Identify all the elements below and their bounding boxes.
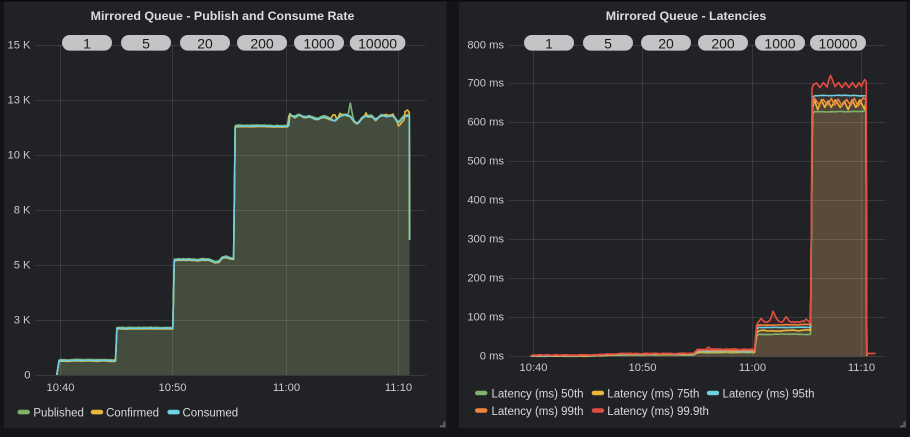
svg-text:500 ms: 500 ms (467, 156, 504, 168)
svg-text:300 ms: 300 ms (467, 234, 504, 246)
svg-text:0: 0 (24, 370, 30, 382)
svg-text:10:40: 10:40 (47, 382, 75, 394)
svg-text:3 K: 3 K (14, 315, 31, 327)
svg-text:800 ms: 800 ms (467, 40, 504, 52)
svg-text:11:10: 11:10 (848, 362, 875, 374)
svg-text:10:40: 10:40 (520, 362, 548, 374)
svg-text:Latency (ms) 50th: Latency (ms) 50th (492, 389, 584, 401)
svg-text:15 K: 15 K (7, 40, 31, 52)
svg-text:100 ms: 100 ms (467, 312, 504, 324)
svg-text:1: 1 (83, 36, 91, 52)
svg-text:1000: 1000 (303, 36, 334, 52)
svg-text:20: 20 (658, 36, 674, 52)
svg-text:Published: Published (33, 408, 84, 420)
svg-text:Mirrored Queue - Publish and C: Mirrored Queue - Publish and Consume Rat… (91, 9, 355, 23)
svg-text:11:10: 11:10 (385, 382, 412, 394)
svg-text:Consumed: Consumed (183, 408, 239, 420)
svg-text:10000: 10000 (358, 36, 397, 52)
svg-text:20: 20 (197, 36, 213, 52)
svg-text:11:00: 11:00 (273, 382, 300, 394)
svg-text:5: 5 (604, 36, 612, 52)
svg-text:Mirrored Queue - Latencies: Mirrored Queue - Latencies (606, 9, 767, 23)
svg-text:600 ms: 600 ms (467, 117, 504, 129)
svg-text:0 ms: 0 ms (480, 351, 505, 363)
svg-text:Latency (ms) 99.9th: Latency (ms) 99.9th (607, 406, 709, 418)
svg-text:10 K: 10 K (7, 150, 31, 162)
svg-text:8 K: 8 K (14, 205, 31, 217)
svg-text:10:50: 10:50 (629, 362, 657, 374)
svg-text:Latency (ms) 75th: Latency (ms) 75th (607, 389, 699, 401)
svg-text:5 K: 5 K (14, 260, 31, 272)
svg-text:200: 200 (250, 36, 274, 52)
svg-text:Latency (ms) 99th: Latency (ms) 99th (492, 406, 584, 418)
svg-text:13 K: 13 K (7, 95, 31, 107)
svg-text:1: 1 (545, 36, 553, 52)
svg-text:Latency (ms) 95th: Latency (ms) 95th (723, 389, 815, 401)
svg-text:700 ms: 700 ms (467, 78, 504, 90)
svg-text:5: 5 (142, 36, 150, 52)
svg-text:200 ms: 200 ms (467, 273, 504, 285)
svg-text:10000: 10000 (819, 36, 858, 52)
svg-text:400 ms: 400 ms (467, 195, 504, 207)
svg-text:1000: 1000 (764, 36, 795, 52)
svg-text:10:50: 10:50 (159, 382, 187, 394)
svg-text:Confirmed: Confirmed (106, 408, 159, 420)
svg-text:11:00: 11:00 (739, 362, 766, 374)
svg-text:200: 200 (711, 36, 735, 52)
